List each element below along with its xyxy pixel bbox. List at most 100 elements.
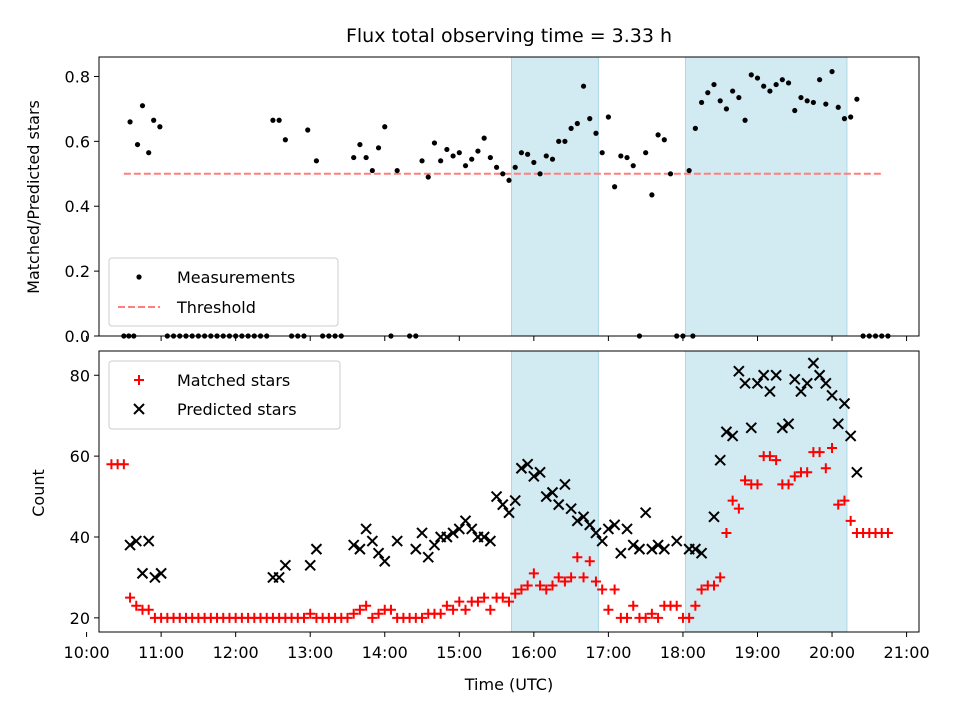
predicted-star-point bbox=[279, 559, 292, 571]
measurement-point bbox=[363, 154, 369, 161]
predicted-star-point bbox=[695, 547, 708, 559]
measurement-point bbox=[276, 117, 282, 123]
top-shaded-intervals bbox=[510, 56, 848, 337]
matched-star-point bbox=[771, 455, 782, 466]
measurement-point bbox=[661, 137, 667, 143]
predicted-star-point bbox=[671, 535, 683, 547]
predicted-star-point bbox=[478, 531, 490, 543]
measurement-point bbox=[848, 114, 854, 120]
measurement-point bbox=[270, 117, 276, 123]
x-tick-label: 17:00 bbox=[585, 643, 631, 662]
matched-star-point bbox=[740, 475, 751, 486]
measurement-point bbox=[282, 137, 288, 143]
predicted-star-point bbox=[844, 430, 857, 442]
measurement-point bbox=[369, 167, 375, 174]
measurement-point bbox=[841, 116, 848, 122]
matched-star-point bbox=[789, 471, 800, 482]
matched-star-point bbox=[299, 612, 309, 623]
top-y-ticks: 0.0 0.2 0.4 0.6 0.8 bbox=[65, 67, 99, 346]
legend-measurements-marker bbox=[136, 274, 142, 280]
predicted-star-point bbox=[273, 571, 285, 584]
measurement-point bbox=[761, 83, 767, 89]
matched-star-point bbox=[535, 580, 546, 591]
matched-star-point bbox=[479, 592, 490, 603]
predicted-star-point bbox=[366, 535, 379, 547]
matched-star-point bbox=[472, 596, 483, 607]
x-tick-label: 20:00 bbox=[809, 643, 855, 662]
predicted-star-point bbox=[130, 535, 142, 547]
measurement-point bbox=[146, 150, 152, 156]
matched-star-point bbox=[802, 467, 813, 478]
legend-matched-marker bbox=[134, 375, 144, 385]
measurement-point bbox=[785, 80, 792, 86]
predicted-star-point bbox=[789, 373, 801, 386]
matched-star-point bbox=[845, 515, 856, 526]
matched-star-point bbox=[696, 584, 707, 595]
matched-star-point bbox=[572, 552, 583, 563]
matched-star-point bbox=[814, 447, 825, 458]
measurement-point bbox=[754, 75, 761, 81]
predicted-star-point bbox=[546, 486, 559, 499]
predicted-star-point bbox=[584, 519, 596, 531]
bottom-x-ticks: 10:00 11:00 12:00 13:00 14:00 15:00 16:00 17:00… bbox=[64, 632, 930, 662]
matched-star-point bbox=[566, 572, 577, 583]
measurement-point bbox=[525, 151, 531, 157]
matched-star-point bbox=[373, 608, 384, 619]
measurement-point bbox=[568, 125, 574, 131]
measurement-point bbox=[711, 81, 717, 88]
predicted-star-point bbox=[540, 490, 552, 503]
measurement-point bbox=[667, 171, 674, 177]
predicted-star-point bbox=[571, 515, 584, 527]
measurement-point bbox=[593, 130, 599, 136]
predicted-star-point bbox=[422, 551, 434, 563]
measurement-point bbox=[394, 167, 400, 174]
predicted-star-point bbox=[515, 462, 528, 474]
predicted-star-point bbox=[360, 523, 372, 535]
bottom-shaded-intervals bbox=[510, 350, 848, 633]
predicted-star-point bbox=[552, 498, 565, 511]
legend-threshold-label: Threshold bbox=[176, 298, 256, 317]
matched-star-point bbox=[833, 499, 844, 510]
measurement-point bbox=[462, 163, 469, 169]
measurement-point bbox=[817, 77, 823, 83]
measurement-point bbox=[543, 153, 549, 159]
predicted-star-point bbox=[813, 369, 826, 381]
x-tick-label: 16:00 bbox=[511, 643, 557, 662]
x-tick-label: 19:00 bbox=[734, 643, 780, 662]
top-legend: Measurements Threshold bbox=[108, 257, 339, 327]
matched-star-point bbox=[622, 612, 633, 623]
matched-star-point bbox=[348, 608, 359, 619]
matched-star-point bbox=[590, 576, 601, 587]
predicted-stars-points bbox=[124, 357, 863, 584]
matched-star-point bbox=[435, 608, 446, 619]
measurement-point bbox=[151, 117, 157, 123]
bottom-legend-box bbox=[108, 360, 341, 430]
x-axis-label: Time (UTC) bbox=[464, 675, 553, 694]
matched-star-point bbox=[827, 443, 838, 454]
matched-star-point bbox=[305, 608, 316, 619]
predicted-star-point bbox=[155, 567, 167, 580]
predicted-star-point bbox=[503, 507, 515, 519]
measurement-point bbox=[599, 150, 605, 156]
predicted-star-point bbox=[428, 539, 441, 551]
predicted-star-point bbox=[801, 377, 813, 390]
predicted-star-point bbox=[559, 478, 571, 491]
predicted-star-point bbox=[577, 511, 590, 523]
measurement-point bbox=[438, 158, 444, 164]
x-tick-label: 11:00 bbox=[138, 643, 184, 662]
measurement-point bbox=[736, 94, 742, 101]
y-tick-label: 0.0 bbox=[65, 327, 90, 346]
measurement-point bbox=[556, 138, 562, 144]
predicted-star-point bbox=[453, 523, 466, 535]
predicted-star-point bbox=[534, 466, 546, 479]
matched-star-point bbox=[721, 527, 732, 538]
measurement-point bbox=[630, 163, 636, 169]
matched-star-point bbox=[448, 604, 459, 615]
predicted-star-point bbox=[757, 369, 770, 381]
measurement-point bbox=[382, 124, 388, 130]
measurement-point bbox=[767, 88, 773, 94]
predicted-star-point bbox=[838, 397, 851, 410]
measurement-point bbox=[612, 184, 618, 190]
measurement-point bbox=[487, 154, 493, 161]
